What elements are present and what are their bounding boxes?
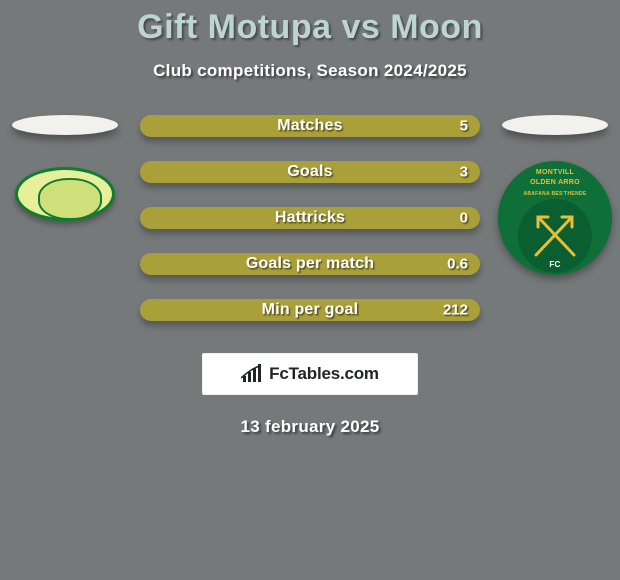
badge-right-fc-text: FC bbox=[498, 260, 612, 269]
context-subtitle: Club competitions, Season 2024/2025 bbox=[0, 61, 620, 81]
stat-right-value: 0 bbox=[460, 210, 468, 227]
main-row: Matches 5 Goals 3 Hattricks 0 Goals per … bbox=[0, 115, 620, 321]
stat-label: Goals bbox=[287, 163, 332, 181]
player-right-column: MONTVILL OLDEN ARRO ABAFANA BES'THENDE F… bbox=[500, 115, 610, 275]
comparison-card: Gift Motupa vs Moon Club competitions, S… bbox=[0, 0, 620, 580]
stat-bar-goals: Goals 3 bbox=[140, 161, 480, 183]
stats-column: Matches 5 Goals 3 Hattricks 0 Goals per … bbox=[140, 115, 480, 321]
badge-right-mid-text: OLDEN ARRO bbox=[498, 179, 612, 186]
stat-right-value: 212 bbox=[443, 302, 468, 319]
stat-bar-matches: Matches 5 bbox=[140, 115, 480, 137]
fctables-banner[interactable]: FcTables.com bbox=[202, 353, 418, 395]
club-badge-left bbox=[15, 167, 115, 221]
stat-right-value: 3 bbox=[460, 164, 468, 181]
stat-bar-minpergoal: Min per goal 212 bbox=[140, 299, 480, 321]
player-right-photo-placeholder bbox=[502, 115, 608, 135]
badge-right-top-text: MONTVILL bbox=[498, 169, 612, 176]
player-left-photo-placeholder bbox=[12, 115, 118, 135]
player-left-column bbox=[10, 115, 120, 221]
date-text: 13 february 2025 bbox=[0, 417, 620, 437]
bar-chart-icon bbox=[241, 364, 265, 384]
stat-right-value: 5 bbox=[460, 118, 468, 135]
club-badge-right: MONTVILL OLDEN ARRO ABAFANA BES'THENDE F… bbox=[498, 161, 612, 275]
stat-label: Hattricks bbox=[275, 209, 345, 227]
stat-label: Min per goal bbox=[262, 301, 359, 319]
stat-label: Goals per match bbox=[246, 255, 374, 273]
stat-label: Matches bbox=[277, 117, 342, 135]
stat-bar-goalspermatch: Goals per match 0.6 bbox=[140, 253, 480, 275]
badge-right-sub-text: ABAFANA BES'THENDE bbox=[498, 191, 612, 197]
stat-right-value: 0.6 bbox=[447, 256, 468, 273]
fctables-text: FcTables.com bbox=[269, 364, 379, 384]
page-title: Gift Motupa vs Moon bbox=[0, 0, 620, 47]
stat-bar-hattricks: Hattricks 0 bbox=[140, 207, 480, 229]
